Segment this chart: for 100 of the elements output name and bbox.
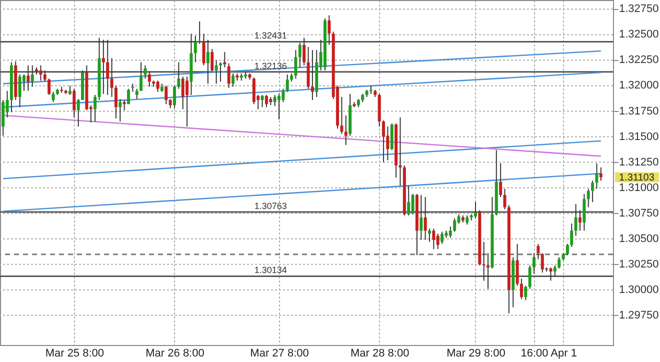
candlestick [43,70,46,82]
candlestick [76,98,80,128]
candlestick [102,39,105,94]
y-tick-label: 1.30750 [619,207,659,220]
candlestick [210,48,214,72]
candlestick [127,88,130,105]
candlestick [411,193,414,215]
candlestick [599,166,602,182]
candlestick [578,210,582,232]
y-tick-label: 1.31000 [619,182,659,194]
candlestick [486,252,490,290]
candlestick [294,50,298,80]
candlestick [72,88,76,118]
candlestick [172,85,176,109]
candlestick [286,74,289,92]
candlestick [420,194,423,240]
candlestick [282,88,285,103]
candlestick [26,64,30,92]
candlestick [595,162,598,190]
candlestick [52,91,55,103]
candlestick [553,264,556,276]
candlestick [227,62,230,88]
y-tick-label: 1.32500 [619,28,659,41]
candlestick [206,39,210,84]
candlestick [503,188,506,210]
candlestick [194,35,197,63]
candlestick [536,243,540,260]
candlestick [114,85,118,119]
candlestick [558,256,561,269]
candlestick [298,42,302,68]
x-tick-label: Apr 1 [550,348,577,360]
ref-line-label: 1.30134 [254,265,287,276]
text: 1.31103 [619,172,655,184]
candlestick [218,62,222,82]
candlestick [39,64,42,82]
candlestick [223,52,226,68]
candlestick [382,120,386,163]
candlestick [122,100,126,111]
candlestick [591,180,594,203]
candlestick [586,188,590,208]
y-tick-label: 1.32000 [619,80,659,92]
candlestick [369,85,372,94]
ref-line-label: 1.30763 [254,201,287,211]
candlestick [582,193,586,232]
candlestick [566,243,569,256]
candlestick [328,14,331,46]
x-tick-label: Mar 26 8:00 [146,348,204,360]
candlestick [570,223,574,248]
candlestick [252,77,256,105]
candlestick [516,243,519,286]
candlestick [453,218,456,232]
candlestick [436,233,440,250]
ref-line-label: 1.32136 [254,60,287,71]
candlestick [440,231,444,244]
candlestick [310,50,314,101]
x-tick-label: 16:00 [520,348,548,360]
x-tick-label: Mar 25 8:00 [45,348,104,360]
candlestick [532,252,536,274]
candlestick [177,62,180,90]
y-tick-label: 1.31750 [619,105,659,118]
candlestick [549,266,552,282]
candlestick [466,214,469,226]
candlestick [168,98,172,109]
candlestick [118,98,122,122]
ref-line-label: 1.32431 [254,30,287,41]
candlestick [524,285,528,301]
candlestick [148,70,151,88]
candlestick [144,64,147,80]
y-tick-label: 1.30250 [619,258,659,270]
candlestick [264,94,268,108]
candlestick [344,114,348,146]
candlestick [156,80,160,92]
candlestick [232,72,235,88]
candlestick [302,37,306,66]
candlestick [18,74,22,108]
y-tick-label: 1.30500 [619,232,659,245]
candlestick [540,252,544,274]
candlestick [428,228,432,242]
candlestick [260,94,264,108]
candlestick [432,228,436,250]
candlestick [68,85,72,96]
candlestick [528,264,532,290]
candlestick [448,226,452,238]
y-tick-label: 1.32250 [619,54,659,66]
candlestick [474,202,477,219]
candlestick [48,78,51,96]
x-tick-label: Mar 28 8:00 [350,348,410,360]
candlestick [520,278,523,300]
candlestick [186,76,189,128]
candlestick [106,39,110,96]
y-tick-label: 1.31250 [619,156,659,168]
candlestick [340,96,344,134]
y-tick-label: 1.31500 [619,130,659,143]
candlestick [135,88,138,100]
candlestick [273,94,276,107]
candlestick [407,185,410,216]
candlestick [202,33,206,66]
candlestick [30,64,34,88]
candlestick [574,204,578,236]
candlestick [94,94,97,122]
